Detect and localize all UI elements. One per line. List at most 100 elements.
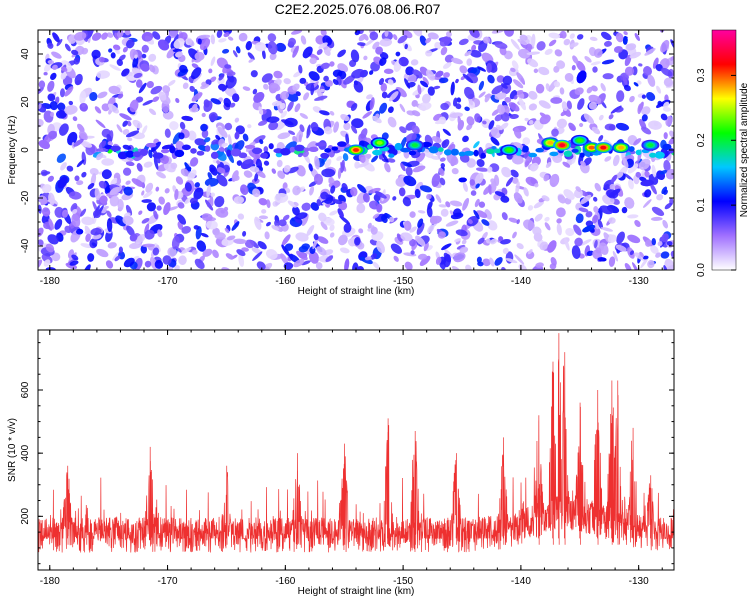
spectrogram-cell xyxy=(320,30,327,37)
spectrogram-cell xyxy=(563,150,573,157)
spectrogram-cell xyxy=(446,153,459,166)
spectrogram-cell xyxy=(178,132,185,140)
spectrogram-cell xyxy=(486,62,492,73)
spectrogram-cell xyxy=(162,85,171,94)
spectrogram-cell xyxy=(287,166,299,174)
spectrogram-cell xyxy=(641,126,652,135)
spectrogram-cell xyxy=(244,239,255,249)
spectrogram-cell xyxy=(576,34,584,40)
spectrogram-cell xyxy=(241,247,249,252)
spectrogram-cell xyxy=(263,146,269,153)
spectrogram-cell xyxy=(387,158,396,163)
spectrogram-cell xyxy=(283,165,291,173)
spectrogram-cell xyxy=(421,148,434,159)
spectrogram-cell xyxy=(633,138,642,146)
spectrogram-cell xyxy=(575,186,582,192)
spectrogram-cell xyxy=(634,220,641,227)
spectrogram-cell xyxy=(545,162,552,168)
spectrogram-cell xyxy=(292,185,301,196)
spectrogram-cell xyxy=(132,56,139,69)
spectrogram-cell xyxy=(433,85,441,90)
spectrogram-cell xyxy=(442,62,452,69)
spectrogram-cell xyxy=(293,258,305,268)
spectrogram-cell xyxy=(443,254,452,268)
spectrogram-cell xyxy=(299,77,307,84)
spectrogram-cell xyxy=(604,40,612,47)
spectrogram-cell xyxy=(129,233,138,242)
spectrogram-cell xyxy=(264,231,270,240)
spectrogram-cell xyxy=(266,221,271,227)
spectrogram-cell xyxy=(594,182,602,192)
spectrogram-cell xyxy=(133,72,143,79)
spectrogram-cell xyxy=(651,238,657,246)
spectrogram-cell xyxy=(486,148,495,154)
spectrogram-cell xyxy=(109,64,121,71)
spectrogram-cell xyxy=(573,224,582,236)
spectrogram-cell xyxy=(427,224,435,234)
spectrogram-cell xyxy=(566,154,577,167)
spectrogram-cell xyxy=(463,150,475,156)
spectrogram-cell xyxy=(591,126,601,135)
spectrogram-cell xyxy=(464,50,472,57)
spectrogram-cell xyxy=(482,36,491,44)
spectrogram-cell xyxy=(518,97,526,111)
spectrogram-cell xyxy=(274,220,280,228)
spectrogram-cell xyxy=(210,98,222,105)
spectrogram-cell xyxy=(99,195,108,204)
spectrogram-cell xyxy=(91,49,101,60)
spectrogram-cell xyxy=(412,30,423,37)
spectrogram-cell xyxy=(443,149,452,156)
spectrogram-cell xyxy=(345,133,350,145)
spectrogram-cell xyxy=(455,78,459,84)
spectrogram-cell xyxy=(144,229,155,240)
spectrogram-cell xyxy=(217,126,228,138)
spectrogram-cell xyxy=(223,32,230,38)
spectrogram-cell xyxy=(664,202,673,210)
spectrogram-cell xyxy=(528,103,538,111)
spectrogram-cell xyxy=(384,30,389,37)
spectrogram-cell xyxy=(52,32,60,43)
spectrogram-cell xyxy=(284,243,294,251)
spectrogram-cell xyxy=(114,255,121,262)
spectrogram-cell xyxy=(645,239,652,247)
spectrogram-cell xyxy=(490,127,502,139)
spectrogram-cell xyxy=(180,247,192,255)
spectrogram-cell xyxy=(375,46,383,55)
spectrogram-cell xyxy=(89,168,99,176)
spectrogram-cell xyxy=(333,121,339,133)
spectrogram-cell xyxy=(47,59,54,65)
spectrogram-cell xyxy=(332,199,343,205)
spectrogram-cell xyxy=(589,36,598,41)
spectrogram-cell xyxy=(647,259,655,269)
spectrogram-cell xyxy=(577,98,585,110)
spectrogram-cell xyxy=(113,44,121,51)
spectrogram-cell xyxy=(556,118,567,129)
y-tick-label: 20 xyxy=(20,96,31,108)
spectrogram-cell xyxy=(275,42,287,52)
spectrogram-cell xyxy=(660,251,670,259)
spectrogram-cell xyxy=(592,66,598,73)
spectrogram-cell xyxy=(125,204,133,216)
spectrogram-cell xyxy=(512,231,517,239)
spectrogram-cell xyxy=(248,149,261,159)
spectrogram-cell xyxy=(284,117,298,128)
spectrogram-cell xyxy=(574,237,583,247)
spectrogram-x-axis-label: Height of straight line (km) xyxy=(298,286,415,297)
spectrogram-cell xyxy=(279,91,290,100)
spectrogram-cell xyxy=(215,134,221,140)
spectrogram-cell xyxy=(494,174,500,186)
spectrogram-cell xyxy=(124,30,131,36)
spectrogram-cell xyxy=(229,102,236,108)
spectrogram-hotspot xyxy=(547,140,554,145)
spectrogram-cell xyxy=(200,123,208,132)
spectrogram-cell xyxy=(339,215,351,225)
spectrogram-cell xyxy=(372,261,380,270)
spectrogram-cell xyxy=(511,60,519,70)
spectrogram-cell xyxy=(131,178,144,188)
spectrogram-cell xyxy=(627,163,639,174)
spectrogram-cell xyxy=(599,205,613,215)
spectrogram-cell xyxy=(313,233,319,241)
spectrogram-cell xyxy=(155,171,167,179)
snr-y-axis-label: SNR (10 * v/v) xyxy=(7,418,18,482)
spectrogram-cell xyxy=(563,38,571,46)
